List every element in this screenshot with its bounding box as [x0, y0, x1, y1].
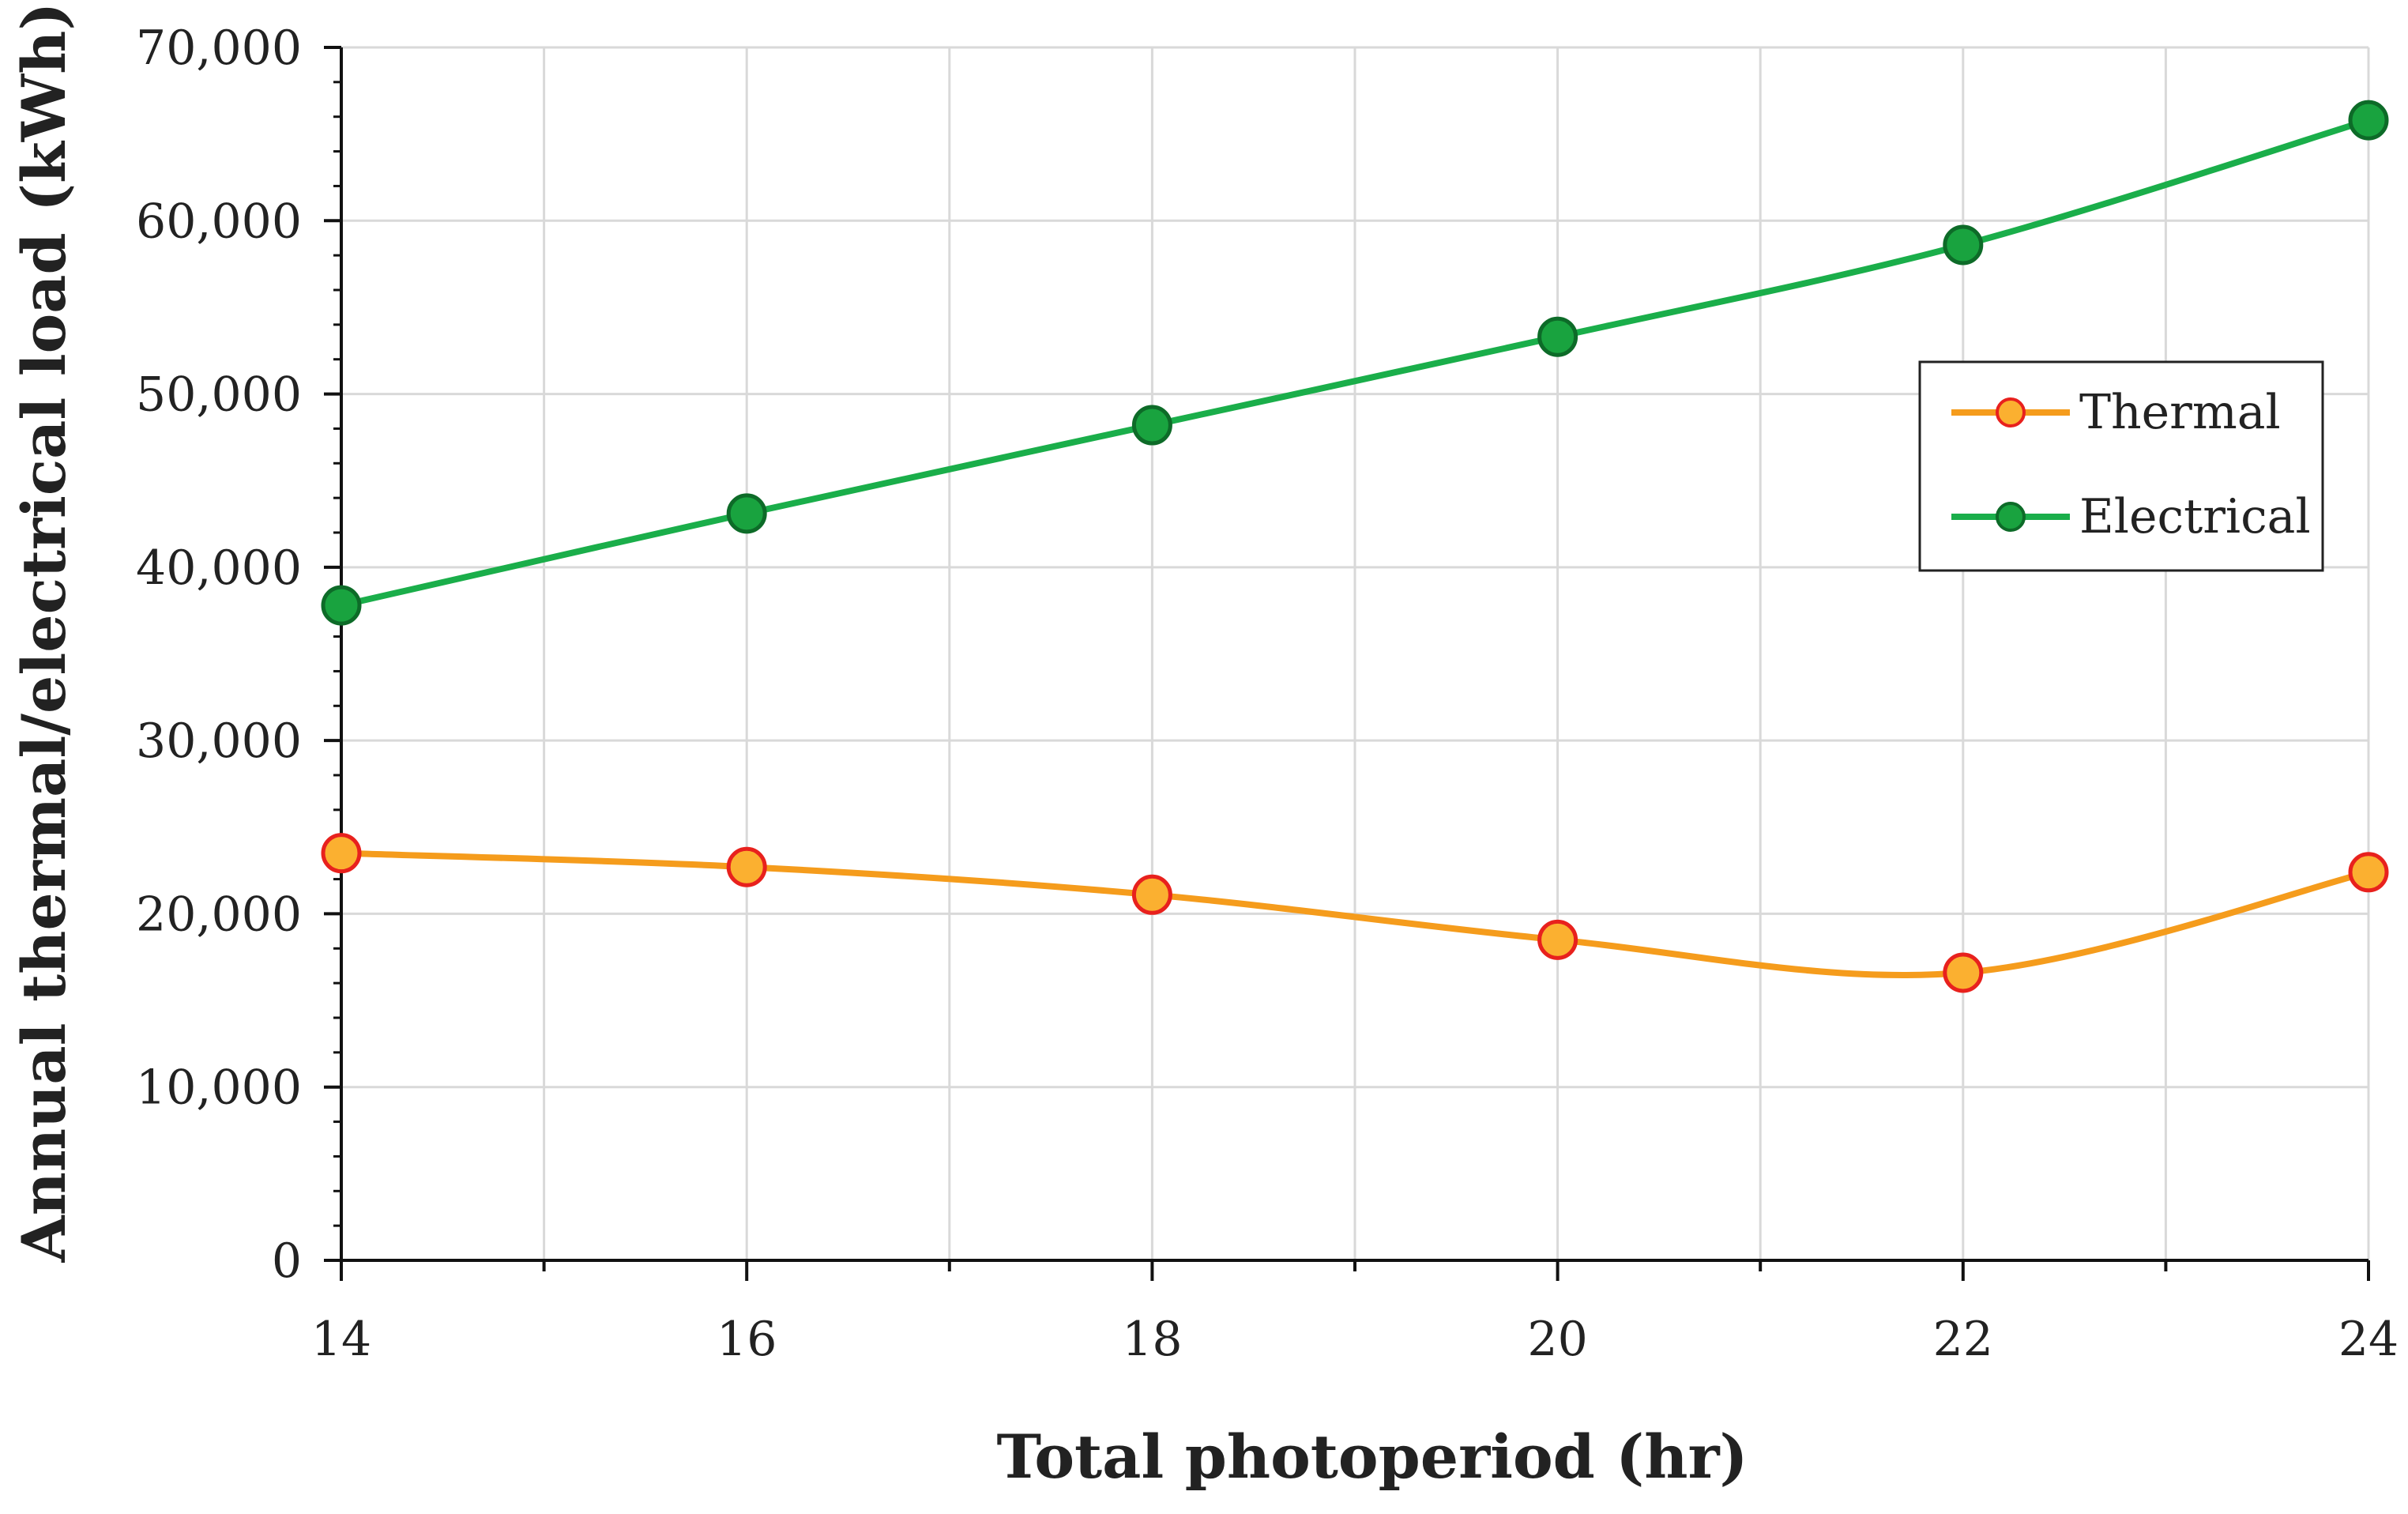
data-point-thermal: [1131, 874, 1172, 915]
y-tick-label: 40,000: [136, 540, 302, 596]
axes: [324, 46, 2370, 1281]
data-point-electrical: [726, 493, 767, 534]
x-tick-label: 14: [311, 1312, 371, 1367]
legend-entry-thermal: Thermal: [1951, 385, 2281, 440]
y-tick-label: 60,000: [136, 194, 302, 249]
data-point-electrical: [1537, 316, 1578, 357]
legend-label-thermal: Thermal: [2079, 385, 2281, 440]
y-axis-title: Annual thermal/electrical load (kWh): [9, 2, 79, 1264]
y-tick-label: 70,000: [136, 21, 302, 76]
y-tick-label: 0: [272, 1233, 302, 1289]
x-tick-label: 18: [1122, 1312, 1182, 1367]
x-tick-label: 22: [1933, 1312, 1993, 1367]
data-point-electrical: [2348, 100, 2389, 141]
tick-labels: 0 10,000 20,000 30,000 40,000 50,000 60,000 70,…: [136, 21, 2399, 1367]
legend-marker-thermal: [1996, 397, 2026, 427]
series-line-electrical: [338, 117, 2372, 609]
series-layer: [321, 100, 2389, 993]
y-tick-label: 50,000: [136, 367, 302, 423]
x-tick-label: 20: [1527, 1312, 1587, 1367]
y-tick-label: 30,000: [136, 714, 302, 769]
y-tick-label: 20,000: [136, 887, 302, 942]
x-axis-title: Total photoperiod (hr): [996, 1422, 1748, 1492]
legend: Thermal Electrical: [1918, 360, 2324, 572]
data-point-thermal: [321, 833, 362, 874]
x-tick-label: 16: [717, 1312, 777, 1367]
data-point-electrical: [321, 585, 362, 626]
data-point-thermal: [726, 846, 767, 887]
legend-marker-electrical: [1996, 502, 2026, 532]
legend-box: [1918, 360, 2324, 572]
data-point-thermal: [1537, 919, 1578, 960]
y-tick-label: 10,000: [136, 1060, 302, 1116]
x-tick-label: 24: [2338, 1312, 2399, 1367]
legend-label-electrical: Electrical: [2079, 489, 2311, 544]
grid-lines: [341, 46, 2370, 1260]
data-point-electrical: [1131, 405, 1172, 446]
legend-entry-electrical: Electrical: [1951, 489, 2311, 544]
data-point-thermal: [1943, 952, 1984, 993]
data-point-electrical: [1943, 224, 1984, 266]
data-point-thermal: [2348, 852, 2389, 893]
series-line-thermal: [338, 849, 2372, 978]
